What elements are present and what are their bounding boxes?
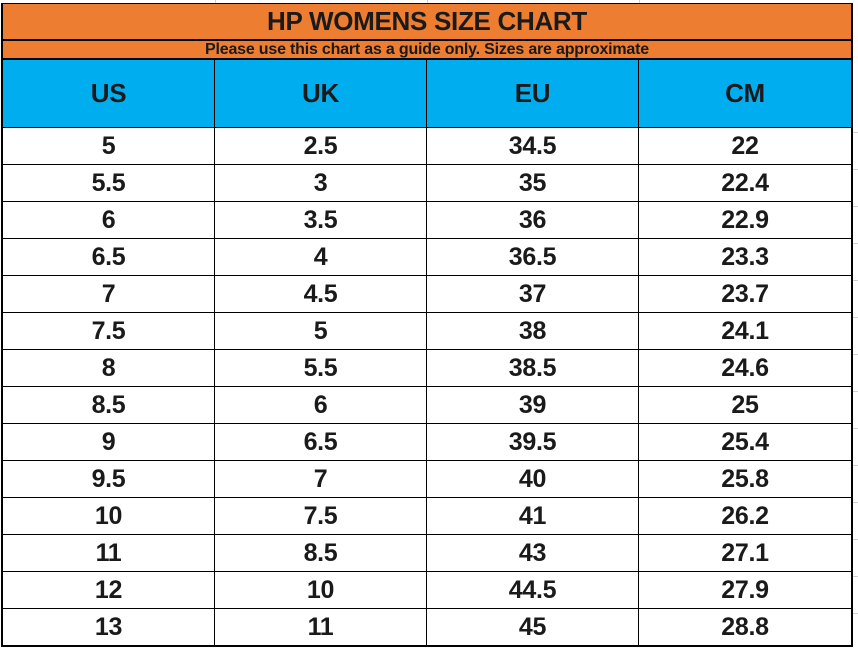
cell-uk: 4.5 [215,276,427,312]
table-row: 13 11 45 28.8 [3,609,851,645]
table-row: 8 5.5 38.5 24.6 [3,350,851,387]
cell-us: 8.5 [3,387,215,423]
cell-uk: 7 [215,461,427,497]
table-row: 10 7.5 41 26.2 [3,498,851,535]
cell-cm: 28.8 [721,612,769,641]
cell-uk: 6 [215,387,427,423]
cell-us: 6 [3,202,215,238]
right-gridline-stubs [853,132,858,614]
cell-eu: 36.5 [427,239,639,275]
cell-cm: 22 [731,131,759,160]
cell-eu: 45 [427,609,639,645]
cell-us: 5 [3,128,215,164]
cell-uk: 10 [215,572,427,608]
cell-eu: 44.5 [427,572,639,608]
column-header-cm: CM [725,78,765,108]
cell-eu: 34.5 [427,128,639,164]
cell-uk: 4 [215,239,427,275]
cell-eu: 35 [427,165,639,201]
cell-eu: 38 [427,313,639,349]
cell-eu: 43 [427,535,639,571]
cell-uk: 5.5 [215,350,427,386]
cell-us: 9 [3,424,215,460]
cell-us: 7.5 [3,313,215,349]
cell-cm: 22.4 [721,168,769,197]
cell-uk: 11 [215,609,427,645]
table-row: 5.5 3 35 22.4 [3,165,851,202]
table-row: 11 8.5 43 27.1 [3,535,851,572]
cell-us: 7 [3,276,215,312]
cell-uk: 8.5 [215,535,427,571]
gridline-tick [215,0,216,3]
table-row: 9.5 7 40 25.8 [3,461,851,498]
top-gridline-strip [0,0,858,3]
cell-uk: 3 [215,165,427,201]
cell-us: 8 [3,350,215,386]
cell-cm: 24.1 [721,316,769,345]
cell-us: 13 [3,609,215,645]
column-header-uk: UK [215,60,427,127]
cell-eu: 37 [427,276,639,312]
table-row: 9 6.5 39.5 25.4 [3,424,851,461]
table-row: 12 10 44.5 27.9 [3,572,851,609]
cell-us: 11 [3,535,215,571]
table-row: 8.5 6 39 25 [3,387,851,424]
table-row: 6.5 4 36.5 23.3 [3,239,851,276]
cell-us: 6.5 [3,239,215,275]
cell-cm: 25 [731,390,759,419]
size-chart-table: HP WOMENS SIZE CHART Please use this cha… [1,3,853,647]
cell-eu: 39.5 [427,424,639,460]
chart-subtitle: Please use this chart as a guide only. S… [3,41,851,60]
cell-uk: 5 [215,313,427,349]
cell-cm: 26.2 [721,501,769,530]
table-row: 7.5 5 38 24.1 [3,313,851,350]
column-header-row: US UK EU CM [3,60,851,128]
cell-cm: 23.3 [721,242,769,271]
cell-cm: 25.4 [721,427,769,456]
cell-us: 12 [3,572,215,608]
table-row: 5 2.5 34.5 22 [3,128,851,165]
cell-eu: 39 [427,387,639,423]
table-row: 7 4.5 37 23.7 [3,276,851,313]
cell-uk: 6.5 [215,424,427,460]
cell-uk: 2.5 [215,128,427,164]
cell-eu: 36 [427,202,639,238]
cell-uk: 7.5 [215,498,427,534]
cell-us: 10 [3,498,215,534]
cell-cm: 27.1 [721,538,769,567]
cell-eu: 41 [427,498,639,534]
cell-cm: 22.9 [721,205,769,234]
cell-cm: 24.6 [721,353,769,382]
cell-cm: 23.7 [721,279,769,308]
cell-uk: 3.5 [215,202,427,238]
cell-us: 9.5 [3,461,215,497]
column-header-us: US [3,60,215,127]
column-header-eu: EU [427,60,639,127]
gridline-tick [639,0,640,3]
table-row: 6 3.5 36 22.9 [3,202,851,239]
chart-title: HP WOMENS SIZE CHART [3,4,851,41]
cell-eu: 40 [427,461,639,497]
cell-cm: 25.8 [721,464,769,493]
cell-us: 5.5 [3,165,215,201]
cell-cm: 27.9 [721,575,769,604]
gridline-tick [427,0,428,3]
cell-eu: 38.5 [427,350,639,386]
